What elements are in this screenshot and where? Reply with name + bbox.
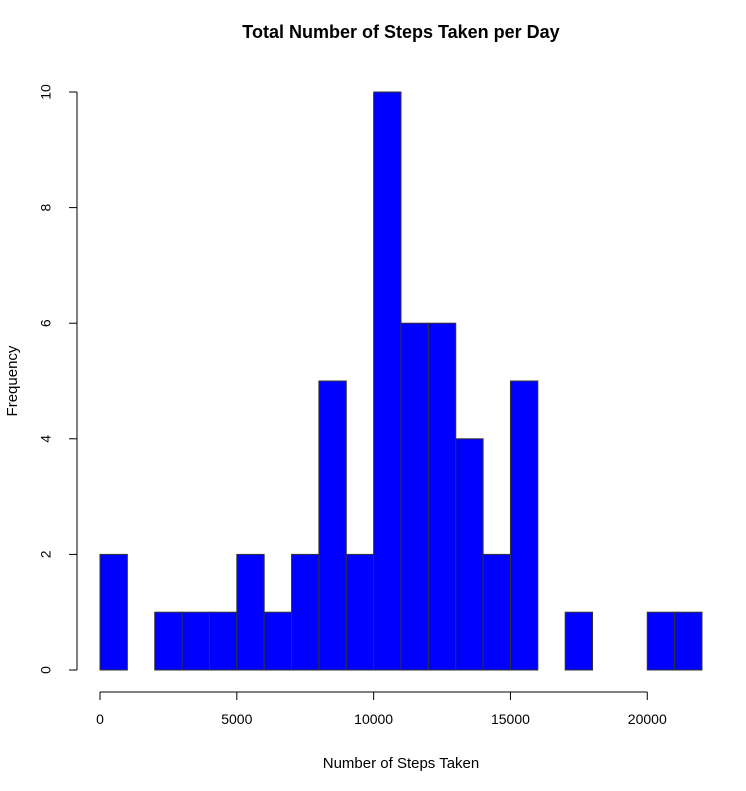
histogram-bar-10 <box>373 91 402 671</box>
x-tick-label-3: 15000 <box>491 711 530 727</box>
x-tick-label-0: 0 <box>96 711 104 727</box>
histogram-bar-21 <box>674 611 703 671</box>
y-tick-label-2: 4 <box>38 435 54 443</box>
histogram-bar-8 <box>318 380 347 671</box>
histogram-bar-9 <box>345 553 375 671</box>
histogram-bar-12 <box>427 322 457 671</box>
histogram-bar-17 <box>564 611 594 671</box>
histogram-bar-3 <box>181 611 210 671</box>
y-tick-label-0: 0 <box>38 666 54 674</box>
y-axis: 0 2 4 6 8 10 <box>38 84 78 674</box>
bars-group <box>99 91 703 671</box>
histogram-bar-15 <box>509 380 539 671</box>
x-axis-label: Number of Steps Taken <box>323 755 479 772</box>
histogram-bar-2 <box>154 611 183 671</box>
y-tick-label-1: 2 <box>38 550 54 558</box>
histogram-bar-4 <box>208 611 238 671</box>
x-tick-label-2: 10000 <box>354 711 393 727</box>
y-ticks: 0 2 4 6 8 10 <box>38 84 77 674</box>
histogram-bar-0 <box>99 553 128 671</box>
x-axis: 0 5000 10000 15000 20000 <box>96 691 667 727</box>
y-tick-label-4: 8 <box>38 203 54 211</box>
histogram-bar-13 <box>455 438 484 671</box>
histogram-bar-20 <box>646 611 676 671</box>
x-tick-label-1: 5000 <box>221 711 252 727</box>
y-axis-label: Frequency <box>4 345 21 416</box>
y-tick-label-5: 10 <box>38 84 54 100</box>
x-ticks: 0 5000 10000 15000 20000 <box>96 692 667 727</box>
histogram-bar-14 <box>482 553 511 671</box>
histogram-bar-5 <box>236 553 265 671</box>
histogram-bar-11 <box>400 322 429 671</box>
y-tick-label-3: 6 <box>38 319 54 327</box>
x-tick-label-4: 20000 <box>628 711 667 727</box>
histogram-bar-7 <box>291 553 320 671</box>
histogram-bar-6 <box>263 611 293 671</box>
chart-title: Total Number of Steps Taken per Day <box>242 22 559 42</box>
